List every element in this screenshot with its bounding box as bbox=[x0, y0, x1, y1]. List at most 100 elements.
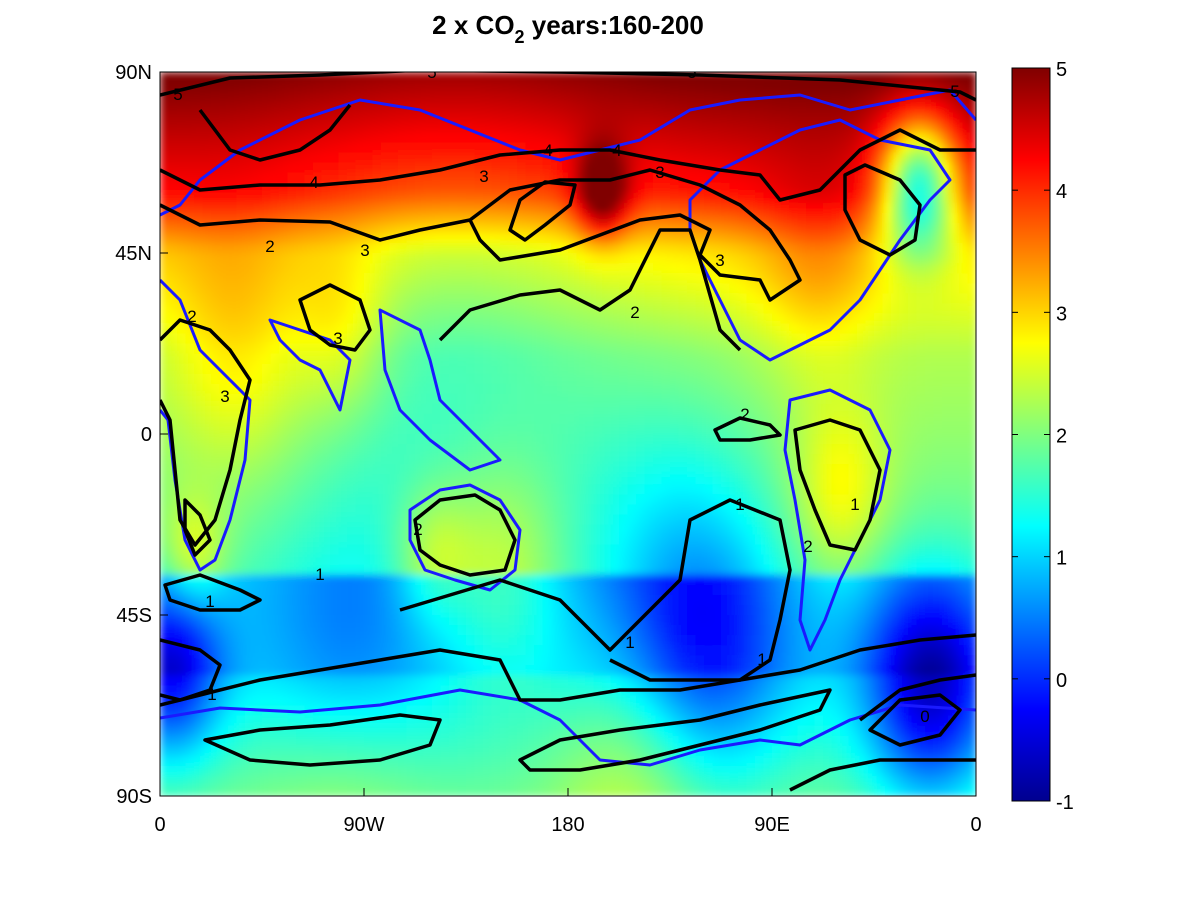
heatmap-cell bbox=[891, 413, 901, 425]
heatmap-cell bbox=[840, 333, 850, 345]
heatmap-cell bbox=[840, 112, 850, 123]
heatmap-cell bbox=[670, 413, 680, 425]
heatmap-cell bbox=[848, 182, 858, 194]
heatmap-cell bbox=[415, 232, 425, 244]
heatmap-cell bbox=[721, 373, 731, 385]
heatmap-cell bbox=[347, 514, 357, 526]
heatmap-cell bbox=[517, 504, 527, 516]
heatmap-cell bbox=[585, 534, 595, 546]
heatmap-cell bbox=[899, 172, 909, 184]
heatmap-cell bbox=[959, 212, 969, 224]
heatmap-cell bbox=[670, 253, 680, 264]
heatmap-cell bbox=[729, 182, 739, 194]
heatmap-cell bbox=[891, 584, 901, 596]
heatmap-cell bbox=[763, 383, 773, 395]
heatmap-cell bbox=[593, 423, 603, 435]
heatmap-cell bbox=[381, 434, 391, 445]
heatmap-cell bbox=[474, 263, 484, 274]
heatmap-cell bbox=[636, 192, 646, 204]
heatmap-cell bbox=[389, 423, 399, 435]
heatmap-cell bbox=[457, 544, 467, 556]
heatmap-cell bbox=[262, 253, 272, 264]
heatmap-cell bbox=[279, 373, 289, 385]
heatmap-cell bbox=[916, 192, 926, 204]
heatmap-cell bbox=[168, 514, 178, 526]
heatmap-cell bbox=[211, 253, 221, 264]
heatmap-cell bbox=[491, 132, 501, 143]
heatmap-cell bbox=[661, 564, 671, 576]
heatmap-cell bbox=[338, 72, 348, 83]
heatmap-cell bbox=[568, 273, 578, 284]
heatmap-cell bbox=[270, 363, 280, 375]
heatmap-cell bbox=[440, 564, 450, 576]
heatmap-cell bbox=[755, 323, 765, 335]
heatmap-cell bbox=[347, 353, 357, 365]
heatmap-cell bbox=[882, 474, 892, 485]
heatmap-cell bbox=[738, 313, 748, 324]
heatmap-cell bbox=[585, 142, 595, 154]
heatmap-cell bbox=[245, 544, 255, 556]
heatmap-cell bbox=[228, 514, 238, 526]
heatmap-cell bbox=[687, 122, 697, 133]
heatmap-cell bbox=[874, 142, 884, 154]
heatmap-cell bbox=[874, 253, 884, 264]
heatmap-cell bbox=[270, 132, 280, 143]
heatmap-cell bbox=[831, 102, 841, 113]
heatmap-cell bbox=[908, 544, 918, 556]
heatmap-cell bbox=[347, 444, 357, 455]
heatmap-cell bbox=[729, 393, 739, 405]
heatmap-cell bbox=[763, 484, 773, 495]
heatmap-cell bbox=[712, 303, 722, 314]
heatmap-cell bbox=[372, 564, 382, 576]
heatmap-cell bbox=[389, 112, 399, 123]
heatmap-cell bbox=[194, 363, 204, 375]
heatmap-cell bbox=[942, 122, 952, 133]
heatmap-cell bbox=[576, 323, 586, 335]
heatmap-cell bbox=[925, 182, 935, 194]
heatmap-cell bbox=[831, 122, 841, 133]
heatmap-cell bbox=[279, 293, 289, 304]
heatmap-cell bbox=[194, 283, 204, 294]
heatmap-cell bbox=[585, 152, 595, 164]
heatmap-cell bbox=[168, 182, 178, 194]
heatmap-cell bbox=[840, 92, 850, 103]
heatmap-cell bbox=[899, 544, 909, 556]
heatmap-cell bbox=[959, 373, 969, 385]
heatmap-cell bbox=[262, 564, 272, 576]
heatmap-cell bbox=[551, 403, 561, 415]
heatmap-cell bbox=[814, 202, 824, 214]
heatmap-cell bbox=[270, 413, 280, 425]
heatmap-cell bbox=[440, 202, 450, 214]
heatmap-cell bbox=[321, 524, 331, 536]
heatmap-cell bbox=[661, 423, 671, 435]
heatmap-cell bbox=[270, 212, 280, 224]
heatmap-cell bbox=[262, 192, 272, 204]
heatmap-cell bbox=[245, 343, 255, 355]
heatmap-cell bbox=[381, 544, 391, 556]
heatmap-cell bbox=[823, 112, 833, 123]
heatmap-cell bbox=[661, 222, 671, 234]
heatmap-cell bbox=[840, 212, 850, 224]
heatmap-cell bbox=[687, 564, 697, 576]
heatmap-cell bbox=[678, 102, 688, 113]
heatmap-cell bbox=[670, 313, 680, 324]
heatmap-cell bbox=[874, 544, 884, 556]
heatmap-cell bbox=[491, 182, 501, 194]
heatmap-cell bbox=[916, 112, 926, 123]
heatmap-cell bbox=[457, 564, 467, 576]
heatmap-cell bbox=[313, 313, 323, 324]
heatmap-cell bbox=[423, 333, 433, 345]
heatmap-cell bbox=[474, 494, 484, 505]
heatmap-cell bbox=[338, 524, 348, 536]
heatmap-cell bbox=[364, 82, 374, 93]
heatmap-cell bbox=[865, 524, 875, 536]
heatmap-cell bbox=[967, 464, 976, 475]
heatmap-cell bbox=[474, 363, 484, 375]
heatmap-cell bbox=[712, 373, 722, 385]
heatmap-cell bbox=[194, 373, 204, 385]
heatmap-cell bbox=[372, 102, 382, 113]
heatmap-cell bbox=[661, 82, 671, 93]
heatmap-cell bbox=[687, 142, 697, 154]
heatmap-cell bbox=[602, 534, 612, 546]
heatmap-cell bbox=[585, 343, 595, 355]
